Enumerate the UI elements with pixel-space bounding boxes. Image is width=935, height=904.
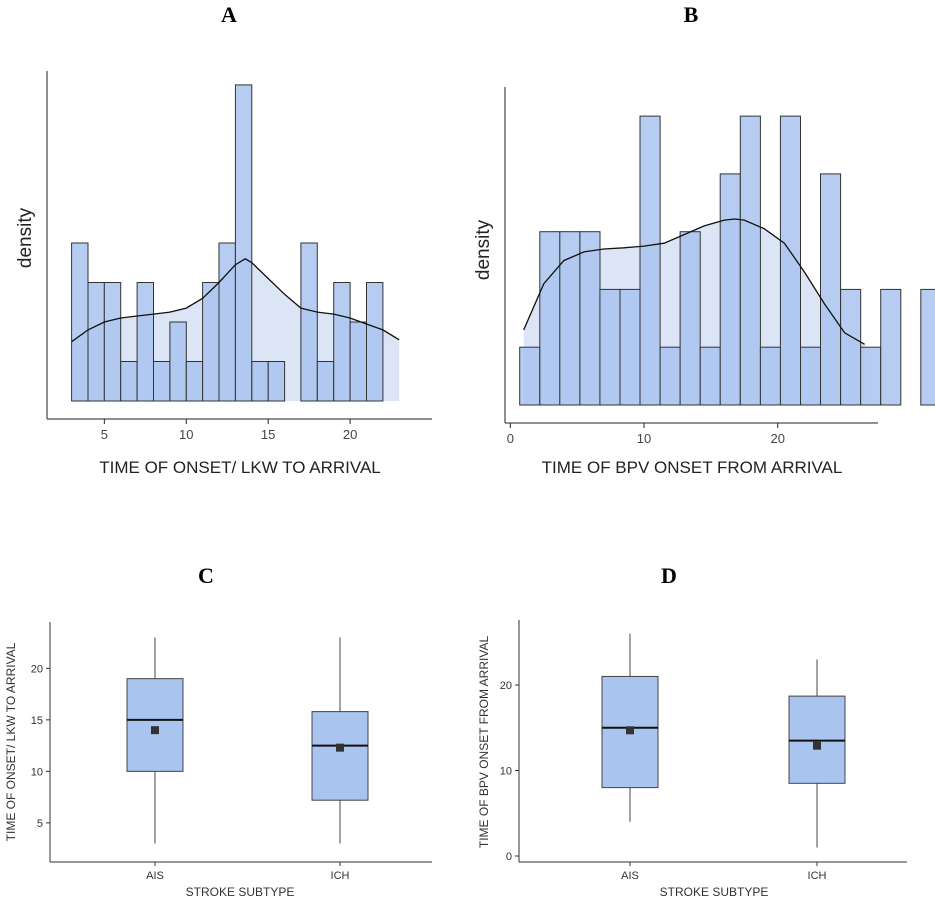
panel-d-mean-marker [626, 726, 634, 735]
panel-b-bar [539, 231, 561, 406]
panel-a-bar [87, 282, 105, 402]
panel-a-bar [300, 242, 318, 402]
panel-b-bar [739, 115, 761, 406]
panel-a-bar [316, 361, 335, 402]
panel-a-bar [333, 282, 351, 402]
panel-title-d: D [661, 563, 677, 588]
panel-c-x-tick-label: AIS [146, 870, 164, 882]
panel-c-y-tick-label: 15 [31, 715, 43, 727]
panel-b-bar [800, 346, 822, 406]
panel-a-x-tick-label: 15 [261, 427, 275, 442]
panel-d-y-tick-label: 10 [500, 766, 512, 778]
panel-c-y-tick-label: 20 [31, 663, 43, 675]
panel-d-x-tick-label: AIS [621, 870, 639, 882]
panel-c-boxplot: 5 10 15 20 AIS ICH [31, 622, 432, 882]
panel-c-box [126, 678, 184, 772]
panel-b-bar [639, 115, 661, 406]
panel-b-density-line [523, 218, 865, 345]
panel-b-bar [519, 346, 541, 406]
panel-d-xlabel: STROKE SUBTYPE [660, 885, 769, 899]
panel-c-box [311, 711, 369, 801]
panel-title-b: B [684, 2, 699, 27]
panel-d-ylabel: TIME OF BPV ONSET FROM ARRIVAL [477, 636, 491, 849]
panel-b-bar [820, 173, 842, 406]
panel-c-ylabel: TIME OF ONSET/ LKW TO ARRIVAL [4, 642, 18, 841]
panel-a-bar [267, 361, 286, 402]
panel-a-bar [169, 321, 187, 402]
panel-b-bar [880, 288, 902, 406]
panel-a-x-tick-label: 10 [179, 427, 193, 442]
panel-d-box [601, 675, 659, 789]
panel-d-x-tick-label: ICH [808, 870, 827, 882]
panel-a-bar [153, 361, 171, 402]
panel-b-bar [860, 346, 882, 406]
panel-a-bar [234, 84, 253, 402]
panel-b-bar [840, 288, 862, 406]
panel-a-x-tick-label: 20 [343, 427, 357, 442]
panel-d-mean-marker [813, 741, 821, 750]
panel-c-x-tick-label: ICH [331, 870, 350, 882]
panel-b-ylabel: density [473, 219, 494, 280]
panel-b-x-tick-label: 20 [770, 431, 784, 446]
panel-b-bar [679, 231, 701, 406]
panel-a-x-tick-label: 5 [101, 427, 108, 442]
panel-c-mean-marker [336, 743, 344, 752]
panel-title-a: A [221, 2, 237, 27]
panel-a-bar [366, 282, 384, 402]
panel-a-ylabel: density [15, 207, 36, 268]
panel-b-x-tick-label: 0 [507, 431, 514, 446]
panel-a-bar [349, 321, 368, 402]
panel-a-bar [202, 282, 220, 402]
panel-d-y-tick-label: 20 [500, 680, 512, 692]
panel-c-xlabel: STROKE SUBTYPE [186, 885, 295, 899]
panel-a-bar [71, 242, 89, 402]
panel-b-bar [659, 346, 681, 406]
panel-b-bar [699, 346, 721, 406]
panel-b-bar [719, 173, 741, 406]
panel-b-bar [599, 288, 621, 406]
panel-a-bar [251, 361, 269, 402]
panel-b-bar [920, 288, 935, 406]
panel-title-c: C [198, 563, 214, 588]
panel-b-bar [759, 346, 782, 406]
panel-c-mean-marker [151, 726, 159, 735]
panel-d-y-tick-label: 0 [506, 851, 512, 863]
panel-c-y-tick-label: 5 [37, 818, 43, 830]
panel-a-bar [120, 361, 138, 402]
panel-a-histogram: 5 10 15 20 [46, 71, 432, 442]
panel-a-density-line [71, 258, 400, 343]
panel-c-y-tick-label: 10 [31, 766, 43, 778]
panel-a-xlabel: TIME OF ONSET/ LKW TO ARRIVAL [99, 458, 381, 477]
panel-b-bar [579, 231, 601, 406]
panel-b-bar [619, 288, 641, 406]
panel-b-x-tick-label: 10 [637, 431, 651, 446]
panel-a-bar [103, 282, 122, 402]
panel-b-xlabel: TIME OF BPV ONSET FROM ARRIVAL [542, 458, 843, 477]
panel-b-histogram: 0 10 20 [504, 87, 935, 446]
panel-b-bar [779, 115, 802, 406]
panel-d-boxplot: 0 10 20 AIS ICH [500, 620, 907, 882]
panel-a-bar [185, 361, 204, 402]
panel-a-bar [136, 282, 155, 402]
